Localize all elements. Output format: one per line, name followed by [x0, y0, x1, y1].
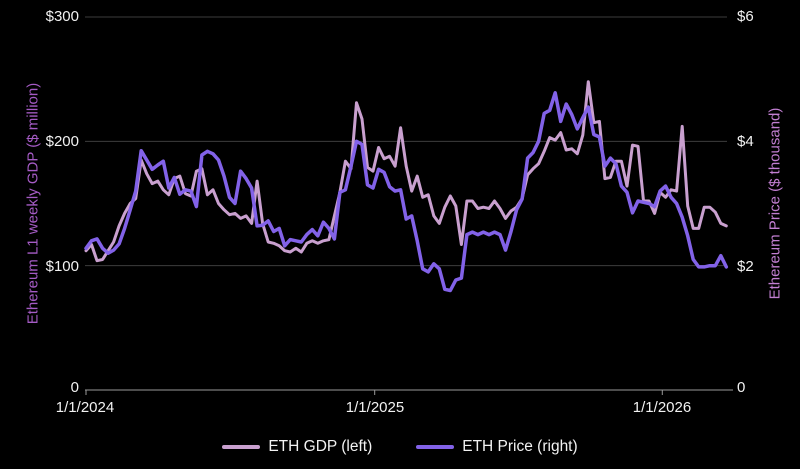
- gridlines: [85, 16, 727, 267]
- left-tick-100: $100: [45, 258, 79, 275]
- right-tick-0: 0: [737, 379, 746, 396]
- right-tick-2: $2: [737, 258, 754, 275]
- left-tick-300: $300: [45, 8, 79, 25]
- x-tick-2025: 1/1/2025: [345, 399, 405, 416]
- right-tick-4: $4: [737, 133, 754, 150]
- x-tick-2024: 1/1/2024: [55, 399, 115, 416]
- eth-price-line: [84, 91, 729, 293]
- x-tick-2026: 1/1/2026: [632, 399, 692, 416]
- eth-gdp-legend-label: ETH GDP (left): [268, 438, 373, 455]
- legend-item-eth-price: ETH Price (right): [416, 438, 578, 456]
- left-tick-200: $200: [45, 133, 79, 150]
- eth-price-line-swatch: [416, 445, 455, 449]
- eth-price-legend-label: ETH Price (right): [462, 438, 578, 455]
- right-tick-6: $6: [737, 8, 754, 25]
- eth-gdp-line-swatch: [222, 445, 261, 449]
- left-tick-0: 0: [70, 379, 79, 396]
- x-axis-line: [85, 389, 733, 395]
- legend: ETH GDP (left) ETH Price (right): [0, 438, 800, 456]
- legend-item-eth-gdp: ETH GDP (left): [222, 438, 372, 456]
- right-axis-title: Ethereum Price ($ thousand): [766, 107, 784, 300]
- left-axis-title: Ethereum L1 weekly GDP ($ million): [24, 82, 42, 325]
- eth-gdp-line: [84, 80, 728, 263]
